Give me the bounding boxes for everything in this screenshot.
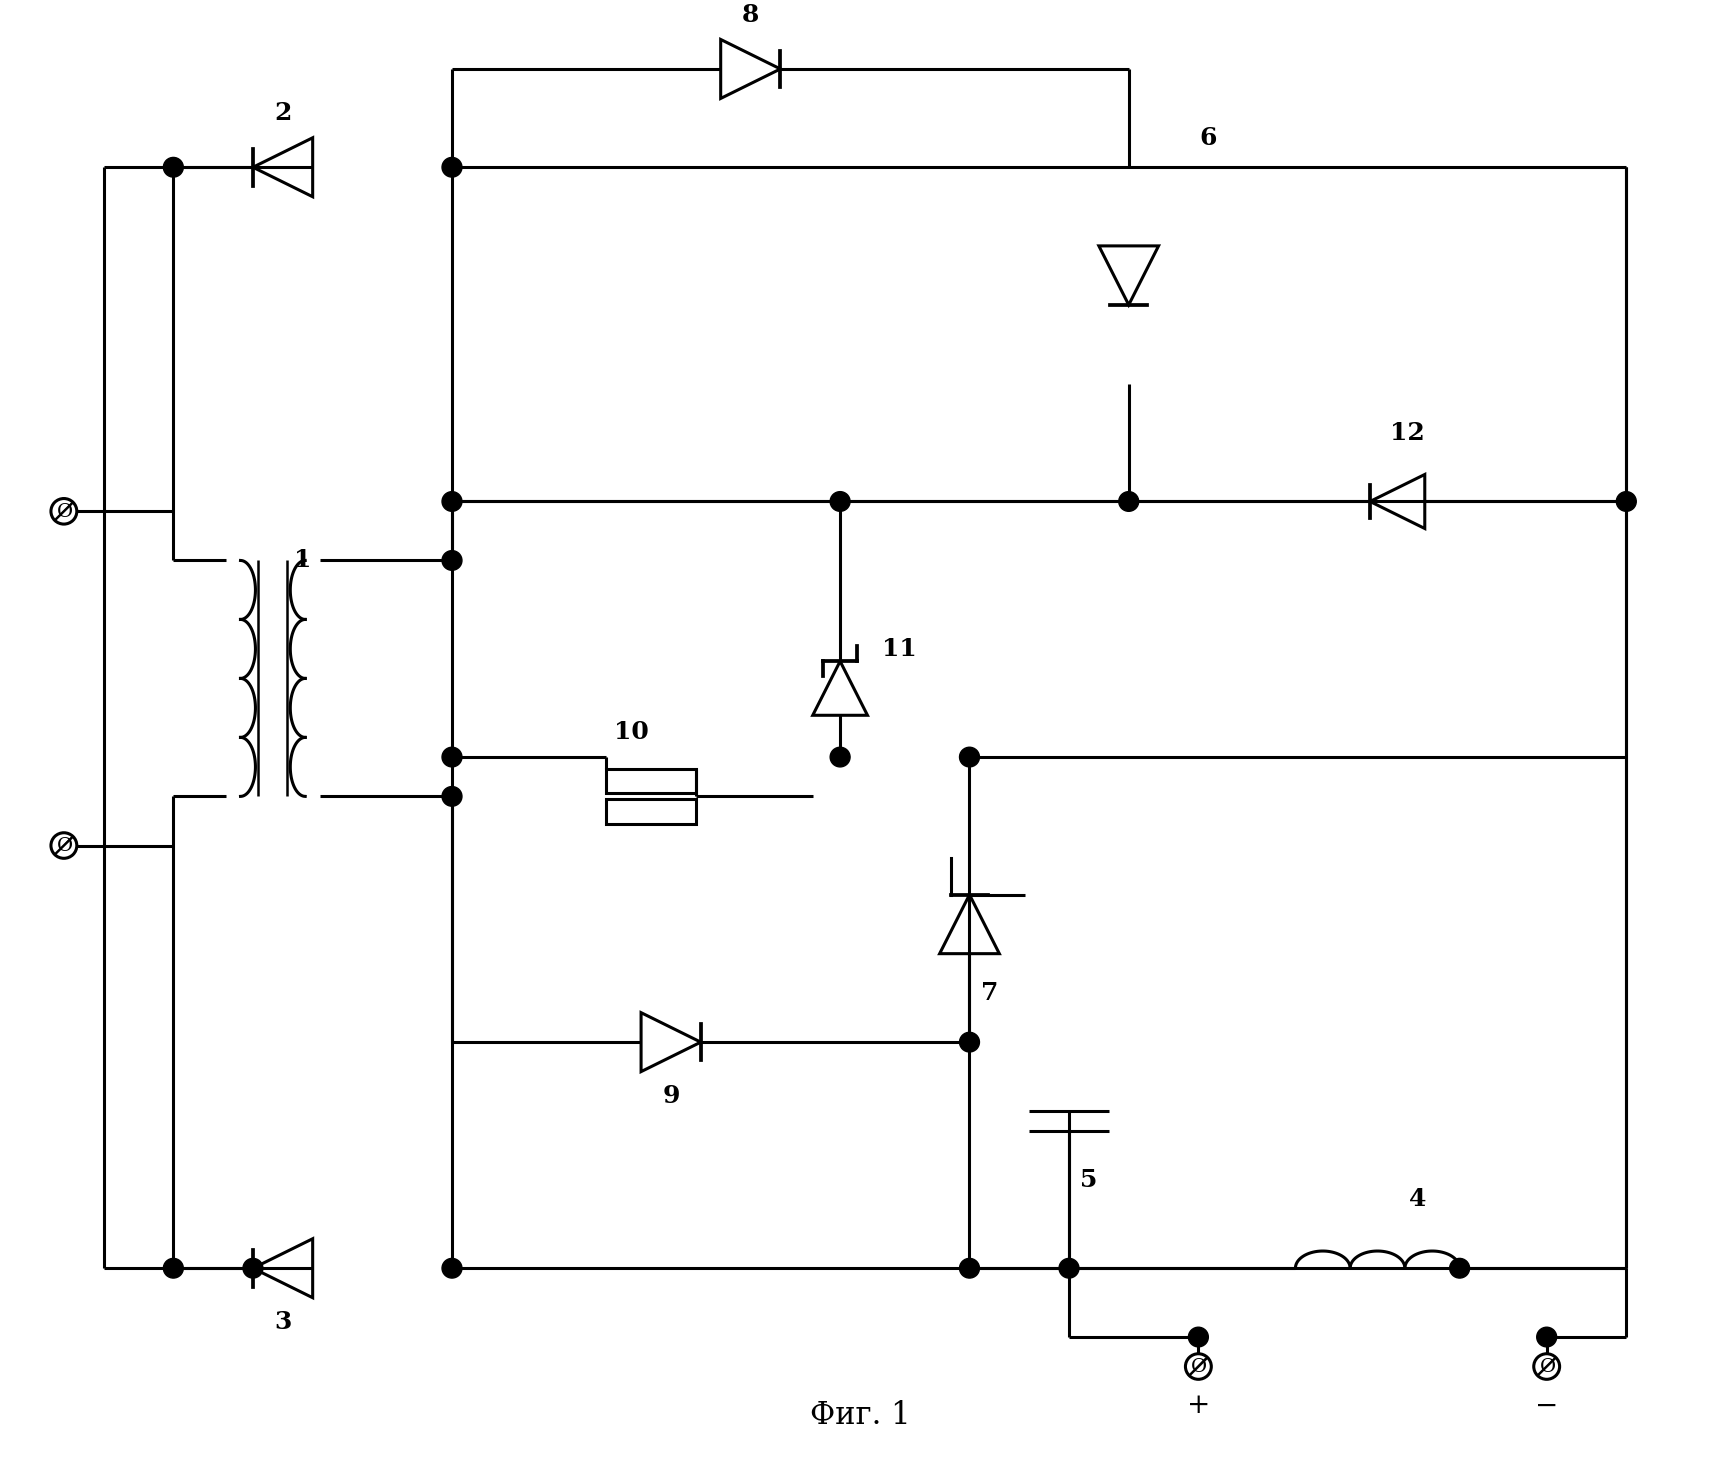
Text: 3: 3 [275,1310,292,1334]
Text: 1: 1 [294,548,311,573]
Circle shape [831,492,850,511]
Circle shape [442,748,461,767]
Circle shape [244,1259,263,1278]
Circle shape [442,492,461,511]
Circle shape [164,1259,183,1278]
Text: 10: 10 [613,720,649,745]
Text: Ø: Ø [55,836,73,855]
Circle shape [442,551,461,570]
Text: 12: 12 [1390,420,1425,445]
Circle shape [1059,1259,1079,1278]
Text: Ø: Ø [55,502,73,520]
Circle shape [442,157,461,178]
Text: 6: 6 [1200,126,1218,150]
Text: 8: 8 [743,3,760,26]
Circle shape [442,1259,461,1278]
Text: 7: 7 [981,981,998,1005]
Circle shape [442,786,461,806]
Circle shape [1188,1327,1209,1347]
Text: Ø: Ø [1190,1357,1207,1375]
Text: 9: 9 [661,1084,680,1108]
Text: Ø: Ø [1539,1357,1554,1375]
Text: 5: 5 [1079,1168,1098,1191]
Circle shape [960,748,979,767]
Text: Фиг. 1: Фиг. 1 [810,1400,910,1431]
Text: +: + [1186,1393,1211,1419]
Circle shape [164,157,183,178]
Circle shape [1537,1327,1556,1347]
Circle shape [960,1033,979,1052]
Text: 11: 11 [882,638,917,661]
Text: 4: 4 [1409,1187,1427,1212]
Bar [606,768,696,793]
Circle shape [1119,492,1138,511]
Text: −: − [1535,1393,1558,1419]
Circle shape [831,748,850,767]
Circle shape [1616,492,1635,511]
Circle shape [1449,1259,1470,1278]
Text: 2: 2 [275,101,292,125]
Circle shape [960,1259,979,1278]
Bar [606,799,696,824]
